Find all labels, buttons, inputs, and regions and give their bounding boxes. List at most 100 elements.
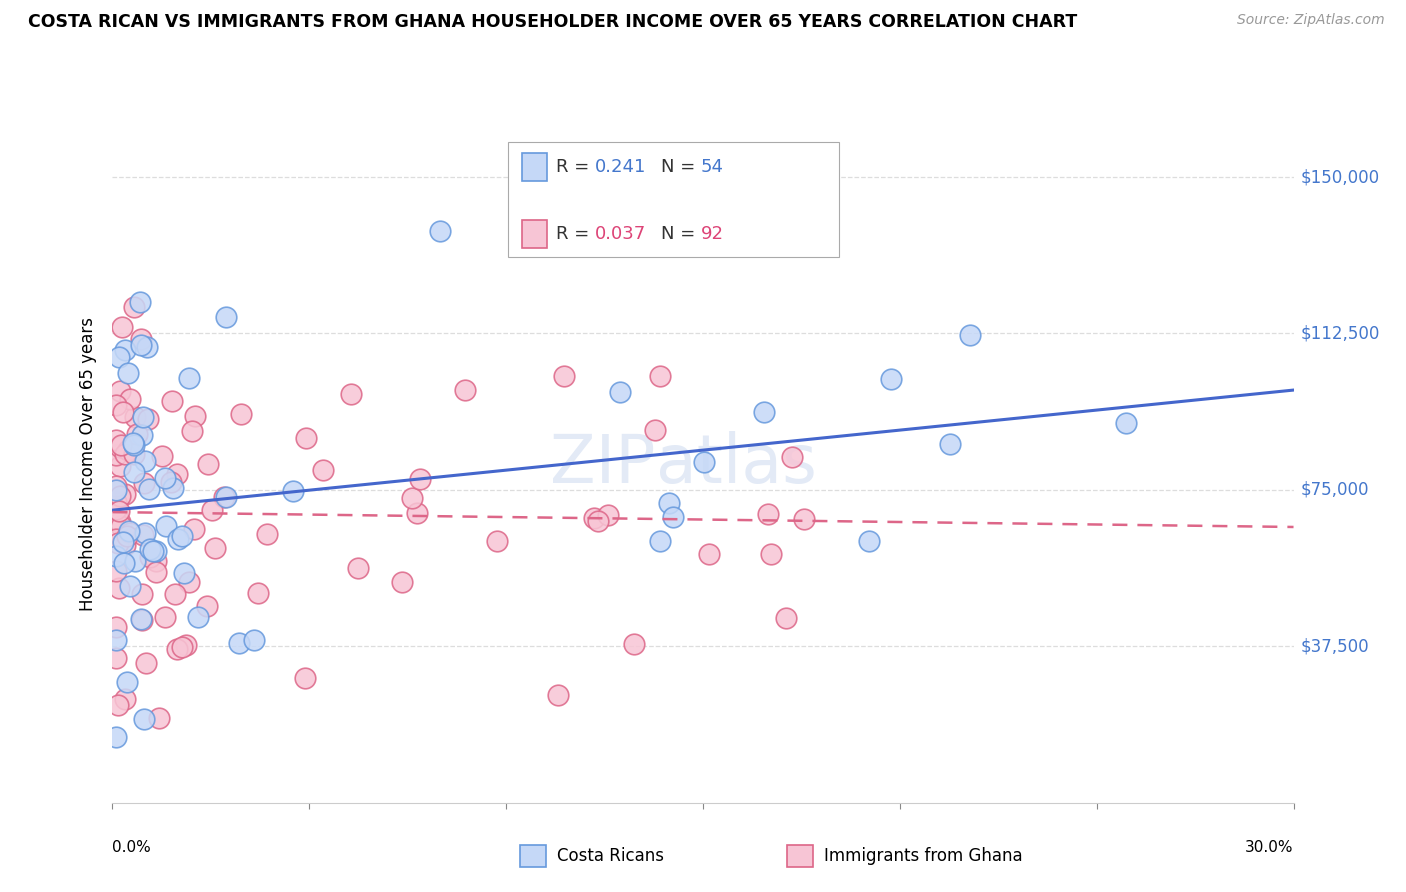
Point (204, 541, 226, 555)
Point (139, 542, 162, 557)
Point (114, 487, 136, 501)
Point (752, 405, 775, 419)
Point (142, 544, 165, 558)
Point (162, 394, 184, 409)
Point (793, 512, 815, 526)
Point (429, 224, 451, 238)
Text: 92: 92 (700, 225, 724, 243)
Point (775, 611, 797, 625)
Point (108, 516, 131, 530)
Point (117, 529, 139, 543)
Point (114, 343, 136, 357)
Point (128, 294, 150, 309)
Point (131, 528, 153, 542)
Point (880, 372, 903, 386)
Point (759, 547, 782, 561)
Point (598, 508, 620, 522)
Point (294, 671, 316, 685)
Point (170, 529, 193, 543)
Point (246, 585, 269, 599)
Point (105, 549, 128, 563)
Text: $150,000: $150,000 (1301, 168, 1379, 186)
Text: 30.0%: 30.0% (1246, 840, 1294, 855)
Point (165, 586, 187, 600)
Point (174, 638, 197, 652)
Point (172, 640, 194, 654)
Point (340, 387, 363, 401)
Point (547, 689, 569, 703)
Point (187, 610, 209, 624)
Point (145, 543, 167, 558)
Point (117, 366, 139, 380)
Point (112, 534, 135, 549)
Point (256, 526, 278, 541)
Point (105, 632, 128, 647)
Text: Source: ZipAtlas.com: Source: ZipAtlas.com (1237, 13, 1385, 28)
Point (122, 465, 145, 479)
Text: atlas: atlas (655, 431, 817, 497)
Text: N =: N = (661, 158, 702, 176)
Point (215, 310, 238, 324)
Text: COSTA RICAN VS IMMIGRANTS FROM GHANA HOUSEHOLDER INCOME OVER 65 YEARS CORRELATIO: COSTA RICAN VS IMMIGRANTS FROM GHANA HOU… (28, 13, 1077, 31)
Point (152, 450, 174, 464)
Text: $112,500: $112,500 (1301, 325, 1379, 343)
Point (114, 691, 136, 706)
Point (105, 620, 128, 634)
Point (959, 327, 981, 342)
Point (134, 454, 156, 468)
Point (105, 483, 128, 498)
Point (148, 711, 170, 725)
Point (409, 472, 432, 486)
Point (114, 447, 136, 461)
Text: 0.241: 0.241 (595, 158, 647, 176)
Point (281, 484, 304, 499)
Y-axis label: Householder Income Over 65 years: Householder Income Over 65 years (79, 317, 97, 611)
Point (124, 300, 146, 314)
Text: 0.0%: 0.0% (112, 840, 152, 855)
Point (107, 698, 129, 712)
Point (110, 519, 132, 533)
Point (159, 475, 181, 490)
Point (780, 450, 803, 464)
Point (132, 409, 155, 424)
Point (105, 533, 128, 547)
Point (401, 491, 423, 506)
Point (111, 320, 134, 334)
Point (693, 455, 716, 469)
Point (200, 502, 222, 516)
Point (486, 534, 509, 549)
Point (406, 506, 429, 520)
Point (228, 636, 250, 650)
Point (243, 633, 266, 648)
Point (347, 561, 370, 575)
Point (114, 538, 136, 552)
Point (173, 566, 195, 581)
Point (215, 490, 238, 504)
Point (108, 351, 131, 365)
Point (153, 471, 176, 485)
Point (195, 599, 218, 613)
Point (699, 547, 721, 561)
Point (177, 574, 200, 589)
Point (858, 534, 880, 549)
Point (229, 407, 252, 421)
Point (623, 637, 645, 651)
Point (662, 510, 685, 524)
Point (110, 488, 132, 502)
Point (132, 475, 155, 490)
Point (108, 504, 131, 518)
Point (180, 424, 202, 438)
Point (134, 525, 156, 540)
Point (162, 481, 184, 495)
Point (105, 495, 128, 509)
Point (155, 519, 177, 533)
Text: 54: 54 (700, 158, 724, 176)
Point (553, 369, 575, 384)
Point (212, 490, 235, 504)
Point (105, 564, 128, 578)
Point (120, 525, 142, 540)
Point (129, 338, 152, 352)
Point (105, 502, 128, 516)
Point (650, 534, 672, 549)
Point (648, 368, 671, 383)
